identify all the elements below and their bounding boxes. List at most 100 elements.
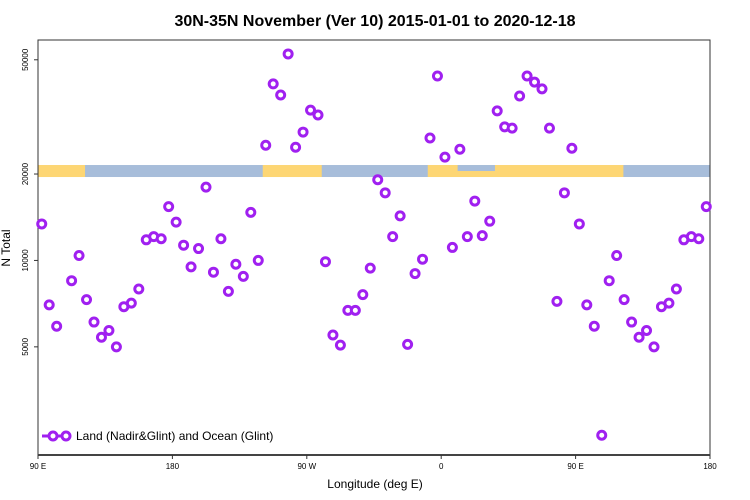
land-segment (427, 165, 624, 178)
data-point (327, 329, 339, 341)
data-point (431, 70, 443, 82)
data-point (357, 289, 369, 301)
data-point (641, 325, 653, 337)
land-ocean-band (38, 165, 710, 178)
data-point (484, 215, 496, 227)
x-axis: 90 E 180 90 W 0 90 E 180 (30, 454, 717, 471)
data-point (536, 83, 548, 95)
data-point (319, 256, 331, 268)
data-point (43, 299, 55, 311)
y-tick-label: 50000 (21, 48, 30, 71)
data-point (514, 90, 526, 102)
y-axis-label: N Total (0, 229, 13, 266)
data-point (663, 297, 675, 309)
data-point (417, 253, 429, 265)
data-point (155, 233, 167, 245)
data-point (207, 266, 219, 278)
data-point (491, 105, 503, 117)
data-point (402, 338, 414, 350)
data-point (372, 174, 384, 186)
data-point (387, 231, 399, 243)
y-tick-label: 20000 (21, 162, 30, 185)
data-point (596, 429, 608, 441)
data-point (566, 142, 578, 154)
data-point (163, 201, 175, 213)
data-point (125, 297, 137, 309)
data-point (626, 316, 638, 328)
data-point (133, 283, 145, 295)
data-point (282, 48, 294, 60)
legend: Land (Nadir&Glint) and Ocean (Glint) (42, 429, 273, 443)
ocean-segment (457, 165, 495, 172)
x-axis-label: Longitude (deg E) (327, 477, 422, 491)
legend-marker (47, 430, 59, 442)
land-segment (38, 165, 86, 178)
data-point (222, 285, 234, 297)
data-point (95, 331, 107, 343)
data-point (611, 250, 623, 262)
plot-frame (37, 39, 711, 456)
data-point (394, 210, 406, 222)
data-point (461, 231, 473, 243)
data-point (648, 341, 660, 353)
data-point (312, 109, 324, 121)
data-point (379, 187, 391, 199)
x-tick-label: 90 E (30, 462, 46, 471)
data-point (81, 294, 93, 306)
data-point (305, 104, 317, 116)
data-point (529, 76, 541, 88)
y-tick-label: 5000 (21, 337, 30, 355)
data-point (103, 325, 115, 337)
data-point (73, 250, 85, 262)
data-point (588, 320, 600, 332)
data-point (573, 218, 585, 230)
legend-label: Land (Nadir&Glint) and Ocean (Glint) (76, 429, 273, 443)
data-point (581, 299, 593, 311)
data-point (88, 316, 100, 328)
data-point (51, 320, 63, 332)
data-point (290, 141, 302, 153)
data-point (349, 304, 361, 316)
legend-marker (60, 430, 72, 442)
data-point (454, 143, 466, 155)
data-point (543, 122, 555, 134)
chart-title: 30N-35N November (Ver 10) 2015-01-01 to … (174, 13, 575, 30)
data-point (178, 239, 190, 251)
data-point (469, 195, 481, 207)
data-point (170, 216, 182, 228)
data-point (670, 283, 682, 295)
data-point (193, 243, 205, 255)
data-point (200, 181, 212, 193)
data-point (409, 268, 421, 280)
data-point (618, 294, 630, 306)
data-point (334, 339, 346, 351)
data-point (297, 126, 309, 138)
data-point (506, 122, 518, 134)
land-segment (262, 165, 322, 178)
data-point (439, 151, 451, 163)
data-point (446, 241, 458, 253)
data-point (260, 139, 272, 151)
data-points (36, 48, 712, 441)
data-point (603, 275, 615, 287)
x-tick-label: 180 (703, 462, 717, 471)
x-tick-label: 90 E (567, 462, 583, 471)
data-point (521, 70, 533, 82)
x-tick-label: 180 (166, 462, 180, 471)
data-point (230, 258, 242, 270)
data-point (185, 261, 197, 273)
data-point (633, 331, 645, 343)
data-point (215, 233, 227, 245)
data-point (110, 341, 122, 353)
y-tick-label: 10000 (21, 249, 30, 272)
y-axis: 5000 10000 20000 50000 (21, 48, 38, 356)
data-point (252, 254, 264, 266)
data-point (275, 89, 287, 101)
data-point (267, 78, 279, 90)
data-point (700, 201, 712, 213)
x-tick-label: 90 W (297, 462, 316, 471)
data-point (66, 275, 78, 287)
data-point (693, 233, 705, 245)
data-point (237, 270, 249, 282)
